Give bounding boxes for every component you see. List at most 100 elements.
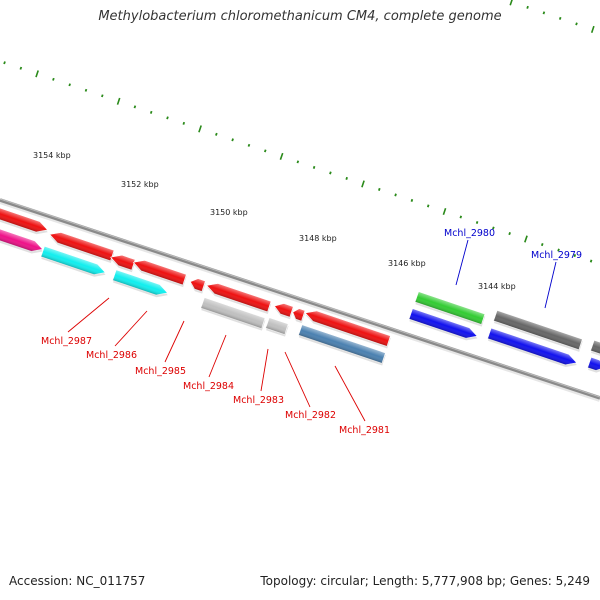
genome-title: Methylobacterium chloromethanicum CM4, c… — [98, 9, 502, 24]
inner-tick — [508, 231, 511, 236]
accession: Accession: NC_011757 — [9, 574, 146, 588]
gene-blue-edge — [587, 356, 600, 373]
gene-label[interactable]: Mchl_2980 — [444, 228, 495, 239]
gene-grey-2984 — [200, 297, 266, 331]
inner-tick — [573, 254, 577, 258]
inner-tick — [589, 259, 593, 263]
gene-label[interactable]: Mchl_2983 — [233, 395, 284, 406]
inner-tick — [426, 204, 430, 208]
inner-tick — [231, 138, 234, 142]
inner-tick — [524, 235, 528, 243]
inner-tick — [35, 70, 39, 78]
gene-blue-2980 — [408, 308, 478, 341]
inner-tick — [3, 61, 6, 65]
kbp-label: 3144 kbp — [478, 282, 516, 291]
inner-tick — [410, 198, 414, 202]
outer-tick-ring — [509, 0, 595, 33]
inner-tick — [442, 207, 447, 216]
kbp-label: 3146 kbp — [388, 259, 426, 268]
label-leader — [544, 261, 557, 309]
gene-label[interactable]: Mchl_2986 — [86, 350, 137, 361]
gene-label[interactable]: Mchl_2981 — [339, 425, 390, 436]
gene-features — [0, 206, 600, 373]
inner-tick — [540, 242, 544, 247]
backbone — [0, 198, 600, 402]
kbp-label: 3152 kbp — [121, 180, 159, 189]
gene-labels: Mchl_2987 Mchl_2986 Mchl_2985 Mchl_2984 Mchl… — [41, 228, 582, 436]
label-leader — [260, 348, 269, 392]
kbp-label: 3154 kbp — [33, 151, 71, 160]
gene-darkgrey-edge — [590, 339, 600, 358]
gene-label[interactable]: Mchl_2985 — [135, 366, 186, 377]
inner-tick — [116, 97, 121, 105]
gene-label[interactable]: Mchl_2982 — [285, 410, 336, 421]
inner-tick — [52, 77, 55, 81]
label-leader — [67, 297, 110, 333]
inner-tick — [361, 180, 365, 188]
gene-red-2982 — [292, 308, 306, 324]
outer-tick — [558, 16, 562, 20]
gene-red-2981 — [304, 310, 391, 349]
label-leader — [164, 320, 185, 363]
gene-label[interactable]: Mchl_2987 — [41, 336, 92, 347]
label-leader — [455, 239, 469, 286]
inner-tick — [133, 105, 137, 109]
inner-tick — [149, 110, 153, 114]
inner-tick — [459, 215, 463, 219]
inner-tick — [394, 193, 397, 197]
gene-cyan-b — [112, 269, 169, 298]
label-leader — [334, 365, 366, 422]
inner-tick — [101, 94, 104, 98]
inner-tick — [345, 176, 348, 180]
inner-tick-ring — [3, 61, 593, 263]
inner-tick — [296, 160, 300, 164]
outer-tick — [590, 25, 595, 33]
gene-red-2984 — [206, 283, 272, 314]
inner-tick — [557, 248, 560, 252]
label-leader — [284, 351, 311, 408]
inner-tick — [247, 143, 251, 147]
gene-green-2980 — [414, 291, 486, 327]
gene-magenta — [0, 227, 44, 254]
kbp-label: 3150 kbp — [210, 208, 248, 217]
gene-steelblue-2981 — [298, 324, 386, 366]
gene-cyan-a — [40, 245, 106, 277]
label-leaders — [67, 239, 557, 422]
backbone-line — [0, 198, 600, 400]
gene-darkgrey-2979 — [493, 309, 583, 352]
gene-blue-2979 — [487, 327, 578, 367]
outer-tick — [509, 0, 513, 6]
label-leader — [208, 334, 227, 378]
genome-summary: Topology: circular; Length: 5,777,908 bp… — [260, 574, 590, 588]
backbone-highlight — [0, 198, 600, 398]
gene-red-2986 — [110, 254, 136, 273]
inner-tick — [475, 221, 479, 224]
inner-tick — [279, 152, 284, 160]
inner-tick — [19, 66, 23, 70]
outer-tick — [575, 22, 578, 26]
inner-tick — [329, 171, 332, 175]
inner-tick — [68, 83, 71, 87]
inner-tick — [198, 125, 202, 133]
gene-red-left — [0, 206, 49, 235]
inner-tick — [378, 187, 381, 191]
gene-red-2983 — [273, 303, 294, 320]
kbp-label: 3148 kbp — [299, 234, 337, 243]
gene-red-2985 — [132, 260, 187, 288]
inner-tick — [263, 149, 267, 153]
gene-label[interactable]: Mchl_2979 — [531, 250, 582, 261]
gene-red-2987 — [49, 232, 115, 263]
gene-label[interactable]: Mchl_2984 — [183, 381, 234, 392]
inner-tick — [166, 116, 169, 120]
inner-tick — [84, 88, 88, 92]
inner-tick — [182, 121, 186, 125]
gene-red-small — [189, 278, 206, 294]
inner-tick — [312, 165, 316, 169]
scale-labels: 3154 kbp 3152 kbp 3150 kbp 3148 kbp 3146 kbp… — [33, 151, 516, 291]
inner-tick — [492, 226, 495, 230]
label-leader — [114, 310, 148, 347]
gene-grey-2983 — [265, 317, 289, 337]
inner-tick — [215, 132, 218, 136]
outer-tick — [526, 5, 529, 9]
